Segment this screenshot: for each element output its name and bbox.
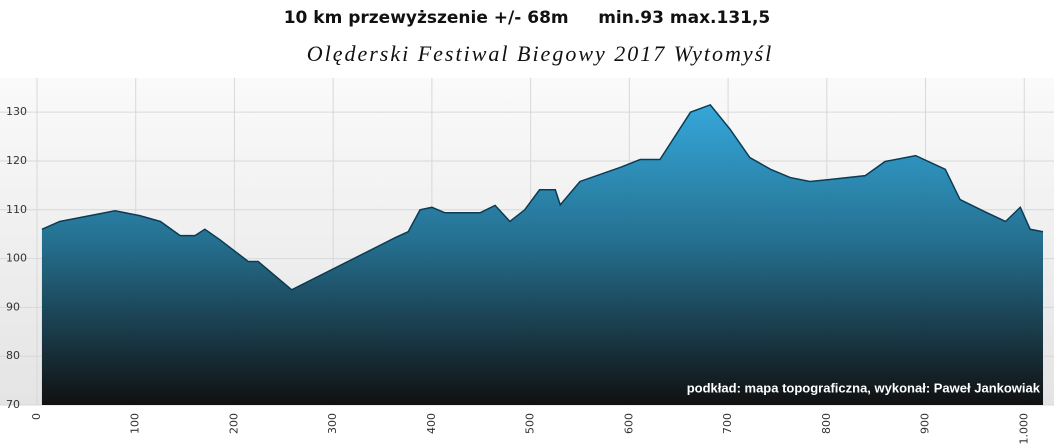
y-tick-label: 100 <box>6 252 27 265</box>
y-tick-label: 70 <box>6 398 20 411</box>
annotation: podkład: mapa topograficzna, wykonał: Pa… <box>687 380 1041 395</box>
y-tick-label: 80 <box>6 349 20 362</box>
y-tick-label: 110 <box>6 203 27 216</box>
y-tick-label: 120 <box>6 154 27 167</box>
x-tick-label: 500 <box>524 413 537 434</box>
elevation-area <box>41 104 1044 405</box>
x-tick-label: 400 <box>425 413 438 434</box>
x-tick-label: 100 <box>129 413 142 434</box>
x-tick-label: 600 <box>622 413 635 434</box>
x-tick-label: 900 <box>919 413 932 434</box>
y-tick-label: 90 <box>6 300 20 313</box>
y-tick-label: 130 <box>6 105 27 118</box>
x-tick-label: 700 <box>721 413 734 434</box>
x-tick-label: 300 <box>326 413 339 434</box>
x-tick-label: 800 <box>820 413 833 434</box>
x-tick-label: 0 <box>30 413 43 420</box>
chart-subtitle: Olęderski Festiwal Biegowy 2017 Wytomyśl <box>307 41 774 66</box>
chart-title: 10 km przewyższenie +/- 68m min.93 max.1… <box>284 8 771 28</box>
x-tick-label: 1.000 <box>1017 413 1030 444</box>
x-tick-label: 200 <box>227 413 240 434</box>
elevation-line <box>41 103 1044 291</box>
